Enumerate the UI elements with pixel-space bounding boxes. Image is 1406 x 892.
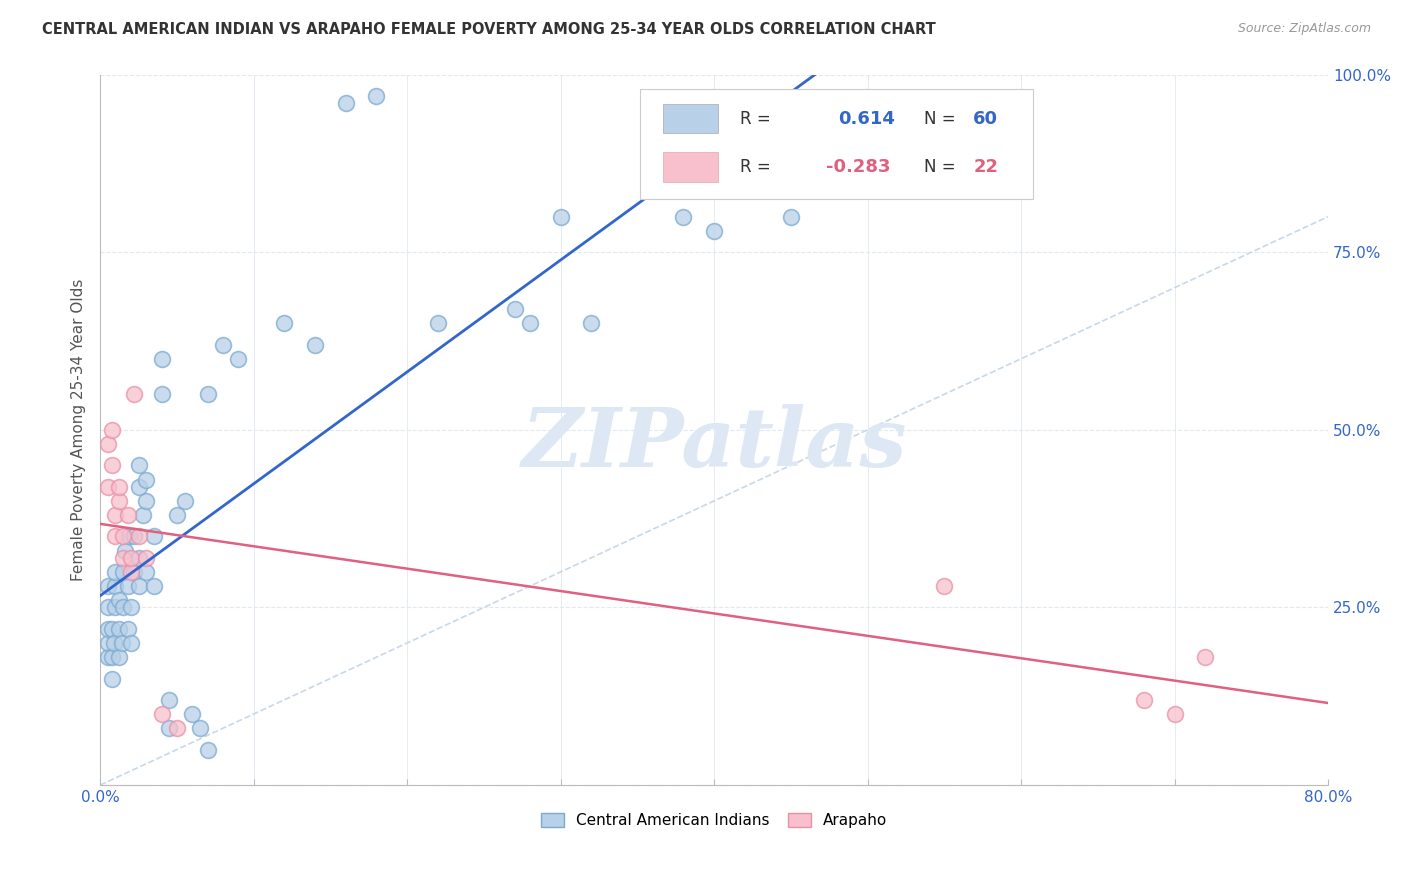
- Point: [117, 579, 139, 593]
- Point: [672, 210, 695, 224]
- Point: [188, 721, 211, 735]
- Point: [166, 508, 188, 522]
- Point: [97, 579, 120, 593]
- Text: Source: ZipAtlas.com: Source: ZipAtlas.com: [1237, 22, 1371, 36]
- Point: [157, 693, 180, 707]
- Point: [112, 600, 135, 615]
- Point: [273, 316, 295, 330]
- Point: [366, 88, 388, 103]
- Point: [112, 529, 135, 543]
- Point: [132, 508, 155, 522]
- Point: [581, 316, 603, 330]
- Point: [97, 480, 120, 494]
- FancyBboxPatch shape: [662, 152, 718, 182]
- Point: [101, 423, 124, 437]
- Point: [128, 529, 150, 543]
- Text: R =: R =: [740, 158, 770, 176]
- Point: [122, 387, 145, 401]
- Point: [128, 579, 150, 593]
- Point: [120, 600, 142, 615]
- Point: [97, 600, 120, 615]
- Point: [1163, 706, 1185, 721]
- Point: [142, 579, 165, 593]
- Point: [107, 494, 129, 508]
- Point: [503, 301, 526, 316]
- Point: [117, 508, 139, 522]
- Point: [120, 550, 142, 565]
- Point: [97, 636, 120, 650]
- Point: [104, 600, 127, 615]
- Point: [104, 508, 127, 522]
- Point: [122, 529, 145, 543]
- Point: [104, 565, 127, 579]
- Point: [111, 636, 134, 650]
- Point: [135, 494, 157, 508]
- Point: [128, 458, 150, 473]
- Point: [780, 210, 803, 224]
- Point: [107, 622, 129, 636]
- FancyBboxPatch shape: [662, 103, 718, 134]
- Point: [97, 437, 120, 451]
- Point: [135, 565, 157, 579]
- Text: 60: 60: [973, 110, 998, 128]
- Point: [173, 494, 195, 508]
- Point: [117, 622, 139, 636]
- Point: [150, 706, 173, 721]
- Point: [197, 742, 219, 756]
- Point: [226, 351, 249, 366]
- Point: [101, 650, 124, 665]
- Point: [122, 565, 145, 579]
- Point: [104, 529, 127, 543]
- Point: [104, 579, 127, 593]
- Point: [142, 529, 165, 543]
- Y-axis label: Female Poverty Among 25-34 Year Olds: Female Poverty Among 25-34 Year Olds: [72, 278, 86, 581]
- Text: R =: R =: [740, 110, 770, 128]
- Point: [101, 458, 124, 473]
- Point: [166, 721, 188, 735]
- Point: [150, 351, 173, 366]
- Point: [97, 622, 120, 636]
- Point: [335, 95, 357, 110]
- Legend: Central American Indians, Arapaho: Central American Indians, Arapaho: [534, 806, 893, 834]
- Point: [157, 721, 180, 735]
- Text: N =: N =: [924, 110, 956, 128]
- Point: [97, 650, 120, 665]
- Point: [150, 387, 173, 401]
- Point: [103, 636, 125, 650]
- Point: [101, 622, 124, 636]
- Point: [550, 210, 572, 224]
- Text: 22: 22: [973, 158, 998, 176]
- Point: [1194, 650, 1216, 665]
- Point: [519, 316, 541, 330]
- Point: [120, 565, 142, 579]
- Point: [101, 672, 124, 686]
- Point: [304, 337, 326, 351]
- Point: [1133, 693, 1156, 707]
- Point: [118, 529, 141, 543]
- Point: [114, 543, 136, 558]
- Point: [135, 473, 157, 487]
- Point: [107, 480, 129, 494]
- Text: CENTRAL AMERICAN INDIAN VS ARAPAHO FEMALE POVERTY AMONG 25-34 YEAR OLDS CORRELAT: CENTRAL AMERICAN INDIAN VS ARAPAHO FEMAL…: [42, 22, 936, 37]
- Point: [112, 565, 135, 579]
- Point: [934, 579, 956, 593]
- Point: [181, 706, 204, 721]
- Point: [112, 550, 135, 565]
- Point: [426, 316, 449, 330]
- Point: [107, 593, 129, 607]
- Point: [128, 480, 150, 494]
- Text: N =: N =: [924, 158, 956, 176]
- FancyBboxPatch shape: [641, 88, 1033, 199]
- Point: [120, 636, 142, 650]
- Text: -0.283: -0.283: [825, 158, 890, 176]
- Point: [135, 550, 157, 565]
- Text: ZIPatlas: ZIPatlas: [522, 404, 907, 484]
- Text: 0.614: 0.614: [838, 110, 896, 128]
- Point: [128, 550, 150, 565]
- Point: [197, 387, 219, 401]
- Point: [212, 337, 235, 351]
- Point: [703, 224, 725, 238]
- Point: [107, 650, 129, 665]
